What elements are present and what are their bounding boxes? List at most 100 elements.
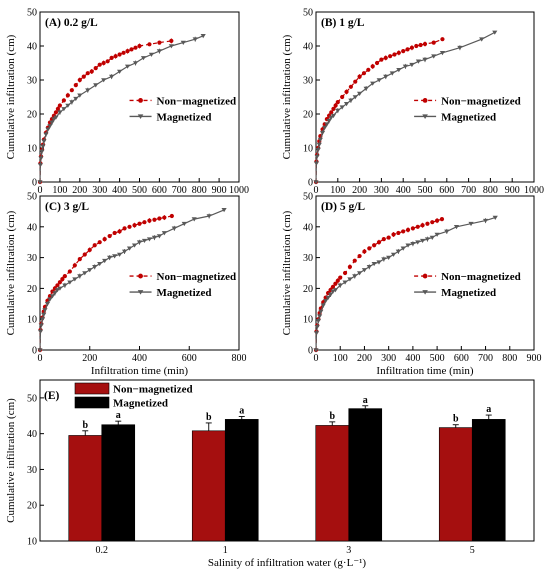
data-point xyxy=(109,55,114,61)
data-point xyxy=(38,323,44,328)
x-axis-label: Infiltration time (min) xyxy=(91,365,188,377)
data-point xyxy=(326,119,332,124)
data-point xyxy=(49,294,56,299)
data-point xyxy=(367,246,372,251)
data-point xyxy=(126,246,133,251)
y-tick-label: 30 xyxy=(303,76,313,87)
data-point xyxy=(409,62,415,68)
data-point xyxy=(87,247,92,252)
data-point xyxy=(57,103,63,108)
y-tick-label: 10 xyxy=(303,144,313,155)
panel-title: (A) 0.2 g/L xyxy=(45,17,98,29)
x-tick-label: 300 xyxy=(381,353,396,364)
x-tick-label: 800 xyxy=(192,185,207,196)
legend-entry: Non−magnetized xyxy=(129,271,236,283)
data-point xyxy=(363,86,369,91)
data-point xyxy=(389,71,395,76)
data-point xyxy=(370,81,376,86)
data-point xyxy=(42,308,48,313)
y-tick-label: 40 xyxy=(303,42,313,53)
x-tick-label: 700 xyxy=(461,185,476,196)
data-point xyxy=(410,226,415,231)
legend-entry: Magnetized xyxy=(414,287,496,299)
data-point xyxy=(352,258,357,263)
x-tick-label: 600 xyxy=(454,353,469,364)
panel-title: (D) 5 g/L xyxy=(321,201,365,213)
data-point xyxy=(482,218,489,224)
y-tick-label: 40 xyxy=(27,222,37,233)
y-tick-label: 0 xyxy=(32,346,37,357)
data-point xyxy=(330,289,336,294)
plot-frame xyxy=(39,379,535,542)
data-point xyxy=(439,51,446,56)
x-tick-label: 400 xyxy=(112,185,127,196)
bar-non-magnetized xyxy=(315,425,350,542)
panel-e-bar-chart: 10 20 30 40 50 0.2 b a 1 b a 3 b a 5 b a Cumulative infil… xyxy=(5,379,535,569)
data-point xyxy=(357,253,362,259)
data-point xyxy=(221,208,227,213)
data-point xyxy=(124,64,131,69)
y-tick-label: 20 xyxy=(303,110,313,121)
data-point xyxy=(65,103,71,108)
x-tick-label: 200 xyxy=(357,353,372,364)
data-point xyxy=(113,54,118,59)
x-tick-label: 200 xyxy=(72,185,87,196)
data-point xyxy=(396,230,401,236)
bar-magnetized xyxy=(224,419,259,542)
data-point xyxy=(366,265,372,270)
panel-title: (B) 1 g/L xyxy=(321,17,365,29)
data-point xyxy=(129,47,134,52)
data-point xyxy=(357,74,362,79)
data-point xyxy=(492,30,498,35)
data-point xyxy=(316,142,322,147)
legend-label: Non−magnetized xyxy=(113,384,193,396)
data-point xyxy=(492,215,498,220)
data-point xyxy=(112,254,118,259)
x-tick-label: 500 xyxy=(132,185,147,196)
data-point xyxy=(107,233,112,239)
data-point xyxy=(152,217,157,222)
legend-entry: Non−magnetized xyxy=(414,95,521,107)
y-tick-label: 50 xyxy=(27,8,37,19)
data-point xyxy=(125,49,130,54)
data-point xyxy=(319,130,326,136)
data-point xyxy=(323,298,329,304)
legend-label: Non−magnetized xyxy=(441,271,521,283)
y-tick-label: 30 xyxy=(27,76,37,87)
data-point xyxy=(97,261,103,267)
data-point xyxy=(357,271,363,276)
legend-label: Non−magnetized xyxy=(441,95,521,107)
data-point xyxy=(340,94,345,100)
y-tick-label: 50 xyxy=(27,192,37,203)
data-point xyxy=(82,271,88,276)
data-point xyxy=(82,252,87,257)
data-point xyxy=(93,66,98,71)
data-point xyxy=(191,217,197,222)
data-point xyxy=(396,50,401,55)
data-point xyxy=(92,243,97,248)
bar-non-magnetized xyxy=(438,427,473,542)
legend-marker xyxy=(422,290,428,295)
data-point xyxy=(313,348,319,353)
legend-marker xyxy=(138,273,143,279)
data-point xyxy=(479,37,485,42)
data-point xyxy=(92,265,98,270)
data-point xyxy=(121,249,128,254)
data-point xyxy=(77,93,83,98)
data-point xyxy=(333,281,338,286)
panel-title: (C) 3 g/L xyxy=(45,201,89,213)
x-tick-label: 900 xyxy=(505,185,520,196)
data-point xyxy=(415,240,421,245)
data-point xyxy=(180,40,186,45)
data-point xyxy=(39,149,45,154)
data-point xyxy=(72,277,78,282)
data-point xyxy=(430,220,435,225)
data-point xyxy=(131,243,138,248)
data-point xyxy=(410,241,416,247)
data-point xyxy=(137,43,142,49)
significance-letter: b xyxy=(82,420,88,431)
y-tick-label: 20 xyxy=(27,501,37,512)
data-point xyxy=(325,295,331,301)
data-point xyxy=(55,106,61,111)
data-point xyxy=(386,255,392,260)
